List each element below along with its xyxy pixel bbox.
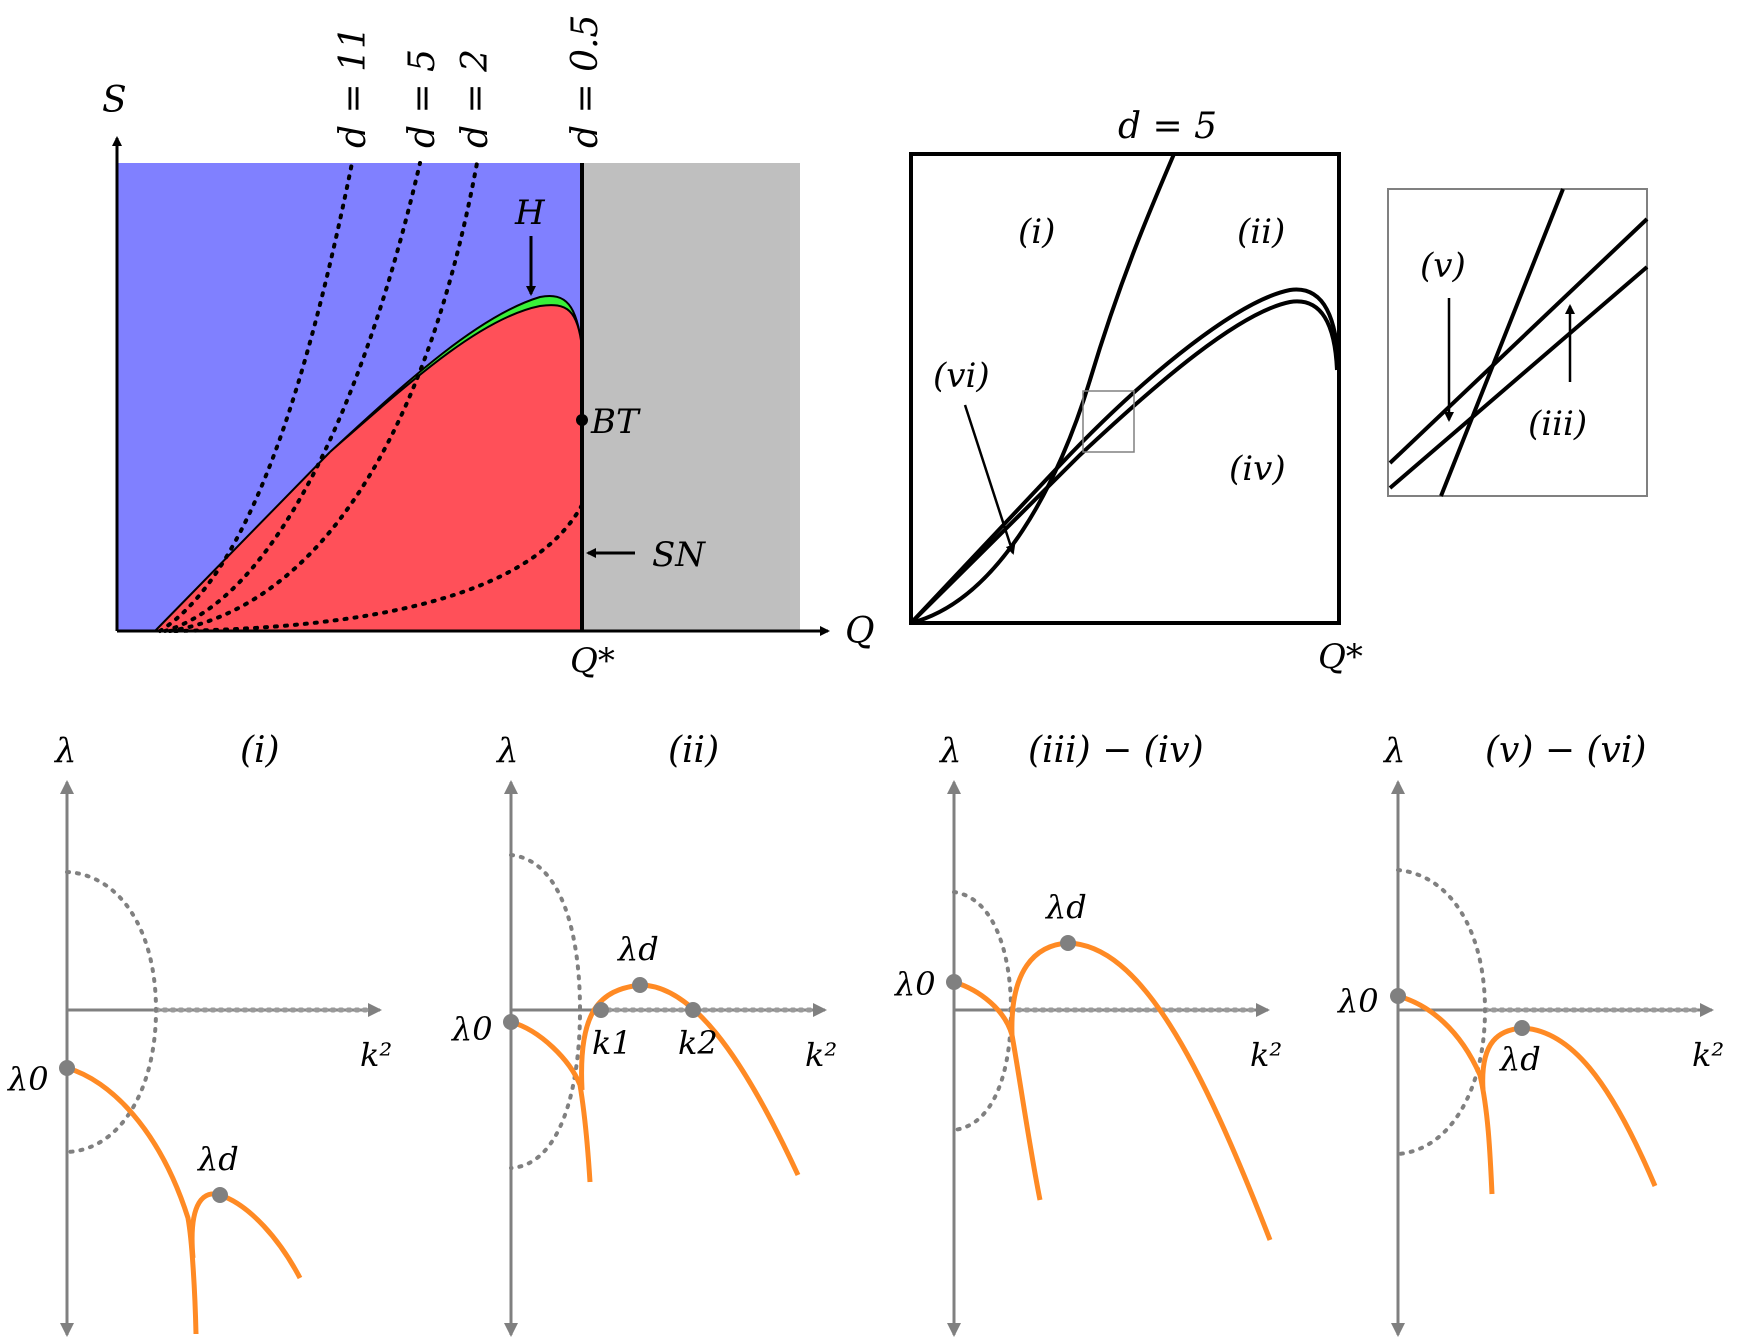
- region-i-label: (i): [1018, 212, 1055, 252]
- d-2-label: d = 2: [455, 49, 496, 148]
- d5-zoom-panel: d = 5 (i) (ii) (iv) (vi) Q*: [909, 106, 1363, 677]
- panel-title: (iii) − (iv): [1028, 730, 1204, 771]
- lambda-d-point: [212, 1187, 228, 1203]
- d-2-curve: [168, 161, 479, 633]
- d5-inner-curve: [909, 299, 1339, 625]
- region-ii-label: (ii): [1237, 212, 1285, 252]
- d5-steep-curve: [910, 153, 1176, 625]
- dotted-circle: [509, 853, 583, 1170]
- dispersion-panel-iii-iv: λ (iii) − (iv) λ0 λd k²: [893, 730, 1282, 1337]
- lambda-d-label: λd: [1498, 1040, 1541, 1078]
- dotted-circle: [65, 870, 159, 1154]
- panel-title: (ii): [668, 730, 719, 771]
- lambda-d-label: λd: [616, 930, 659, 968]
- lambda-d-point: [632, 977, 648, 993]
- inset-line-a: [1388, 217, 1649, 465]
- dispersion-curve: [953, 979, 1043, 1201]
- dispersion-curve: [66, 1065, 199, 1335]
- lambda0-point: [59, 1060, 75, 1076]
- k2-point: [685, 1002, 701, 1018]
- lambda0-label: λ0: [1336, 982, 1379, 1020]
- k2-root-label: k2: [678, 1024, 718, 1062]
- region-vi-label: (vi): [933, 356, 990, 396]
- inset-line-b: [1388, 265, 1649, 490]
- hopf-curve: [154, 451, 331, 632]
- lambda-d-label: λd: [196, 1140, 239, 1178]
- inset-panel: (v) (iii): [1387, 188, 1649, 497]
- d-11-curve: [158, 161, 354, 633]
- lambda-label: λ: [938, 731, 962, 771]
- lambda0-point: [946, 974, 962, 990]
- d5-q-star-label: Q*: [1318, 637, 1363, 677]
- lambda-label: λ: [53, 731, 77, 771]
- k2-label: k²: [805, 1036, 837, 1074]
- lambda-d-point: [1514, 1020, 1530, 1036]
- lambda0-point: [1390, 988, 1406, 1004]
- region-iii-label: (iii): [1528, 404, 1587, 444]
- panel-title: (i): [240, 730, 280, 771]
- lambda0-label: λ0: [6, 1060, 49, 1098]
- lambda0-label: λ0: [450, 1010, 493, 1048]
- dispersion-curve: [1397, 993, 1495, 1195]
- bt-point: [576, 414, 588, 426]
- k2-label: k²: [360, 1036, 392, 1074]
- d5-outer-curve: [909, 287, 1341, 625]
- dispersion-panel-v-vi: λ (v) − (vi) λ0 λd k²: [1336, 730, 1724, 1337]
- inset-line-steep: [1439, 188, 1565, 497]
- region-iv-label: (iv): [1229, 449, 1286, 489]
- bt-label: BT: [590, 402, 641, 442]
- dispersion-curve-branch: [579, 982, 801, 1177]
- s-axis-label: S: [102, 80, 127, 121]
- region-v-label: (v): [1420, 246, 1466, 286]
- d-5-label: d = 5: [402, 49, 443, 148]
- lambda-d-point: [1060, 935, 1076, 951]
- q-axis-label: Q: [845, 611, 875, 652]
- lambda-label: λ: [495, 731, 519, 771]
- dispersion-curve-branch: [1009, 940, 1273, 1241]
- lambda0-label: λ0: [893, 965, 936, 1003]
- k1-label: k1: [592, 1024, 632, 1062]
- d-05-label: d = 0.5: [565, 15, 606, 148]
- dispersion-curve-branch: [189, 1191, 303, 1280]
- d-11-label: d = 11: [333, 26, 374, 148]
- lambda0-point: [503, 1014, 519, 1030]
- q-star-label: Q*: [570, 641, 615, 681]
- zoom-box: [1082, 390, 1135, 453]
- panel-title: (v) − (vi): [1485, 730, 1646, 771]
- dispersion-panel-ii: λ (ii) λ0 λd k1 k2 k²: [450, 730, 837, 1337]
- k2-label: k²: [1692, 1036, 1724, 1074]
- k2-label: k²: [1250, 1036, 1282, 1074]
- dotted-circle: [1396, 868, 1488, 1156]
- red-region: [155, 301, 582, 631]
- d5-title: d = 5: [1118, 106, 1217, 147]
- d-5-curve: [163, 161, 422, 633]
- lambda-d-label: λd: [1044, 888, 1087, 926]
- hopf-label: H: [514, 193, 546, 233]
- sn-label: SN: [652, 535, 706, 575]
- dispersion-panel-i: λ (i) λ0 λd k²: [6, 730, 392, 1337]
- vi-arrow: [963, 404, 1016, 555]
- d-curves: [158, 161, 584, 633]
- lambda-label: λ: [1382, 731, 1406, 771]
- bifurcation-diagram: S Q Q* d = 11 d = 5 d = 2 d = 0.5 H BT S…: [102, 15, 875, 681]
- dispersion-curve-branch: [1480, 1025, 1658, 1187]
- k1-point: [593, 1002, 609, 1018]
